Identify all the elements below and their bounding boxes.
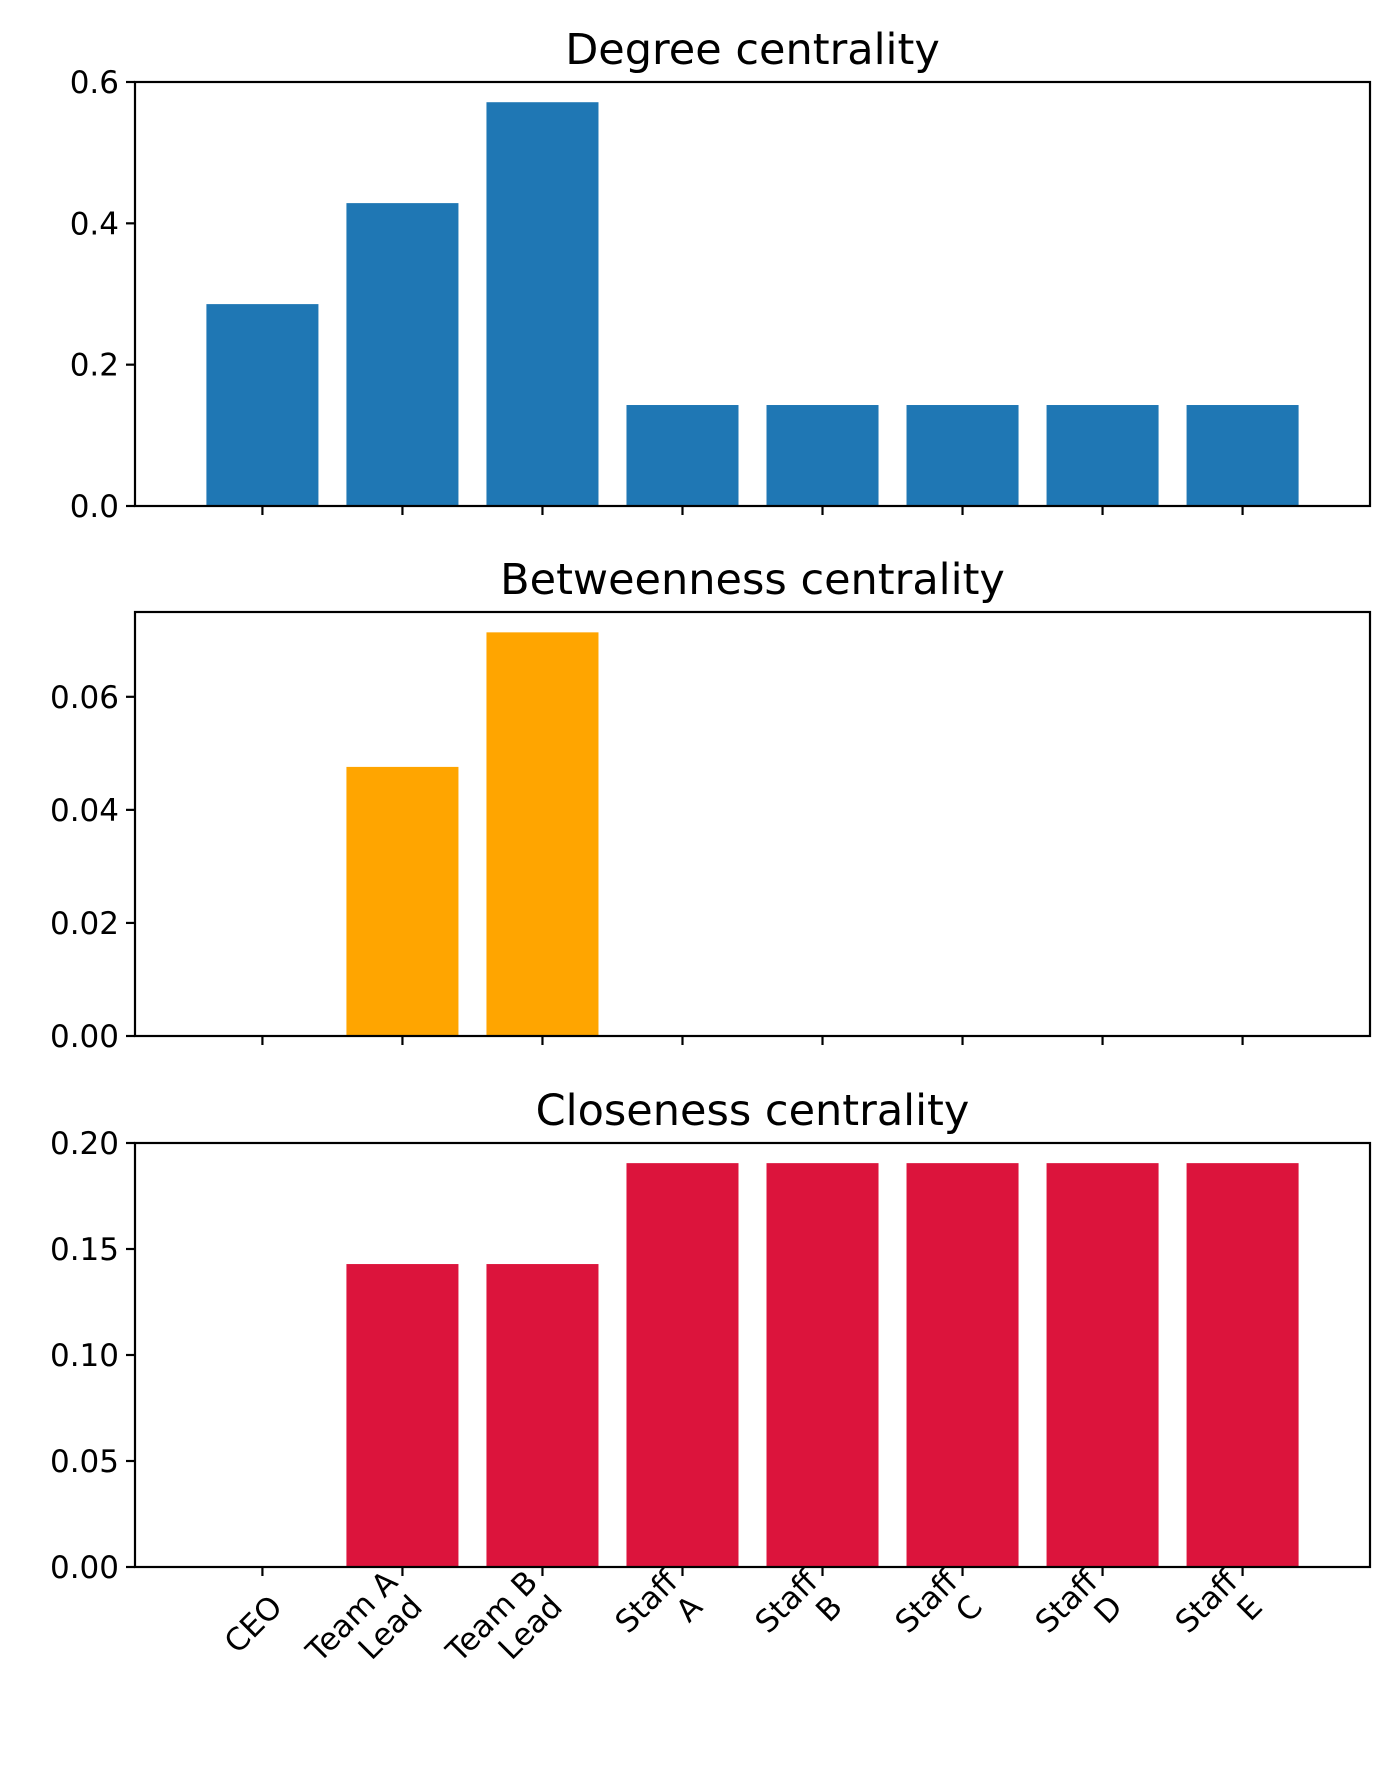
- bar-3-3: [486, 1264, 599, 1567]
- ytick-label-2-3: 0.04: [50, 793, 119, 829]
- ytick-label-1-4: 0.6: [70, 65, 119, 101]
- xtick-label-4: StaffA: [608, 1564, 710, 1666]
- xtick-label-8: StaffE: [1169, 1564, 1271, 1666]
- ytick-label-3-2: 0.05: [50, 1444, 119, 1480]
- ytick-label-1-2: 0.2: [70, 348, 119, 384]
- bar-1-7: [1046, 405, 1159, 506]
- bar-1-8: [1186, 405, 1299, 506]
- bar-1-4: [626, 405, 739, 506]
- bar-3-6: [906, 1163, 1019, 1567]
- bar-3-4: [626, 1163, 739, 1567]
- ytick-label-3-5: 0.20: [50, 1126, 119, 1162]
- axes-frame-2: [133, 610, 1372, 1038]
- bar-1-3: [486, 102, 599, 507]
- bar-2-2: [346, 766, 459, 1036]
- bar-3-7: [1046, 1163, 1159, 1567]
- xtick-label-7: StaffD: [1029, 1564, 1131, 1666]
- bar-2-3: [486, 632, 599, 1036]
- ytick-label-3-3: 0.10: [50, 1338, 119, 1374]
- chart-title-2: Betweenness centrality: [500, 555, 1005, 605]
- ytick-label-2-4: 0.06: [50, 680, 119, 716]
- xtick-label-6: StaffC: [888, 1564, 990, 1666]
- chart-title-3: Closeness centrality: [536, 1086, 970, 1136]
- bar-3-2: [346, 1264, 459, 1567]
- bar-1-6: [906, 405, 1019, 506]
- bar-1-1: [206, 304, 319, 506]
- bar-3-8: [1186, 1163, 1299, 1567]
- ytick-label-2-1: 0.00: [50, 1019, 119, 1055]
- xtick-label-5: StaffB: [748, 1564, 850, 1666]
- bar-1-2: [346, 203, 459, 506]
- xtick-label-3: Team BLead: [439, 1564, 570, 1695]
- ytick-label-3-4: 0.15: [50, 1232, 119, 1268]
- ytick-label-1-1: 0.0: [70, 489, 119, 525]
- ytick-label-2-2: 0.02: [50, 906, 119, 942]
- axes-frame-3: [133, 1141, 1372, 1569]
- xtick-label-2: Team ALead: [299, 1564, 430, 1695]
- xtick-label-1: CEO: [218, 1589, 290, 1661]
- chart-title-1: Degree centrality: [565, 25, 940, 75]
- bar-3-5: [766, 1163, 879, 1567]
- ytick-label-1-3: 0.4: [70, 206, 119, 242]
- ytick-label-3-1: 0.00: [50, 1550, 119, 1586]
- axes-frame-1: [133, 80, 1372, 508]
- bar-1-5: [766, 405, 879, 506]
